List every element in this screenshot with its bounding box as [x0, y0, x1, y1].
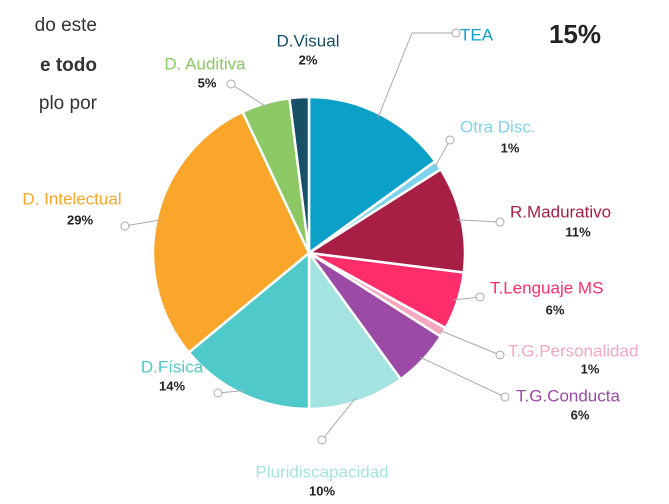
slice-label: D. Intelectual — [22, 189, 121, 208]
leader-line — [124, 219, 161, 227]
slice-label: TEA — [460, 25, 494, 44]
leader-dot — [495, 350, 505, 360]
slice-label: D.Visual — [277, 31, 340, 50]
leader-dot — [213, 388, 223, 398]
leader-line — [457, 219, 501, 223]
slice-percent: 1% — [581, 361, 600, 376]
slice-percent: 5% — [198, 75, 217, 90]
slice-label: T.G.Conducta — [516, 386, 620, 405]
slice-percent: 14% — [159, 378, 185, 393]
pie-slice — [187, 250, 311, 411]
leader-dot — [317, 435, 327, 445]
leader-line — [439, 329, 501, 356]
text-fragment: e todo — [40, 55, 97, 76]
pie-slice — [307, 249, 403, 411]
leader-line — [419, 356, 506, 398]
leader-dot — [475, 292, 485, 302]
leader-line — [230, 83, 267, 108]
leader-dot — [500, 392, 510, 402]
slice-percent: 6% — [571, 407, 590, 422]
pie-slice — [305, 167, 467, 274]
pie-slice — [288, 95, 311, 254]
slice-percent: 6% — [546, 302, 565, 317]
slice-percent: 10% — [309, 483, 335, 498]
slice-label: T.Lenguaje MS — [490, 278, 603, 297]
leader-dot — [226, 79, 236, 89]
slice-percent: 29% — [67, 212, 93, 227]
leader-line — [321, 397, 357, 441]
leader-line — [377, 32, 452, 118]
slice-percent: 1% — [501, 140, 520, 155]
leader-dot — [495, 217, 505, 227]
slice-label: D. Auditiva — [164, 54, 246, 73]
leader-dot — [120, 221, 130, 231]
text-fragment: plo por — [39, 93, 98, 114]
slice-percent: 2% — [299, 52, 318, 67]
slice-percent: 15% — [549, 19, 601, 49]
slice-label: D.Física — [141, 357, 204, 376]
slice-label: Otra Disc. — [460, 117, 536, 136]
slice-label: T.G.Personalidad — [508, 341, 638, 360]
leader-dot — [451, 28, 461, 38]
slice-percent: 11% — [565, 224, 591, 239]
leader-dot — [445, 135, 455, 145]
slice-label: R.Madurativo — [510, 202, 611, 221]
leader-line — [434, 139, 451, 168]
text-fragment: do este — [35, 15, 97, 36]
slice-label: Pluridiscapacidad — [255, 462, 388, 481]
